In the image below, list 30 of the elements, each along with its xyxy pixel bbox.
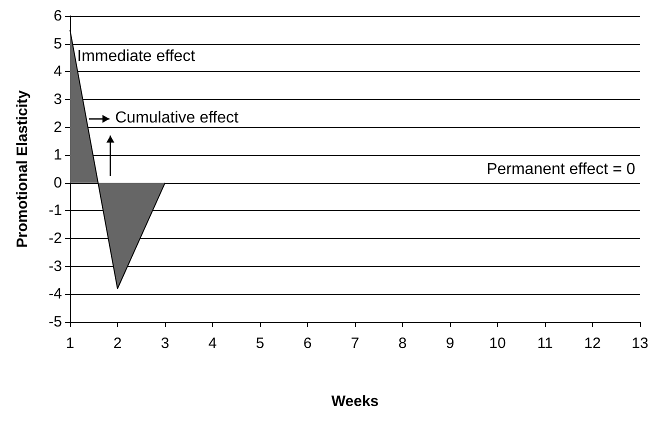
y-tick-label: 0 [54, 174, 62, 192]
annotation: Immediate effect [77, 48, 196, 66]
y-tick-label: 4 [54, 63, 62, 80]
y-axis-title: Promotional Elasticity [14, 90, 31, 248]
y-tick-label: -2 [48, 230, 62, 248]
y-tick-label: 2 [54, 118, 62, 136]
annotation: Permanent effect = 0 [486, 160, 636, 178]
y-tick-label: 3 [54, 90, 62, 108]
y-tick-label: -5 [48, 314, 62, 330]
x-tick-label: 12 [584, 335, 601, 352]
y-tick-label: 5 [54, 35, 62, 52]
y-tick-label: 6 [54, 8, 62, 24]
x-tick-label: 9 [446, 335, 454, 352]
x-axis-title: Weeks [331, 393, 379, 410]
x-tick-label: 8 [398, 335, 407, 352]
y-tick-label: -3 [48, 258, 62, 275]
x-tick-label: 6 [303, 335, 312, 352]
y-tick-label: 1 [54, 146, 62, 164]
annotation: Cumulative effect [115, 109, 239, 126]
x-tick-label: 10 [489, 335, 506, 352]
x-tick-label: 4 [208, 335, 217, 352]
x-tick-label: 13 [632, 335, 648, 352]
x-tick-label: 11 [537, 335, 553, 352]
y-tick-label: -4 [48, 286, 62, 303]
x-tick-label: 5 [256, 335, 264, 352]
x-tick-label: 1 [66, 335, 74, 352]
x-tick-label: 3 [160, 335, 170, 352]
y-tick-label: -1 [48, 202, 62, 220]
x-tick-label: 7 [350, 335, 360, 352]
x-tick-label: 2 [113, 335, 122, 352]
